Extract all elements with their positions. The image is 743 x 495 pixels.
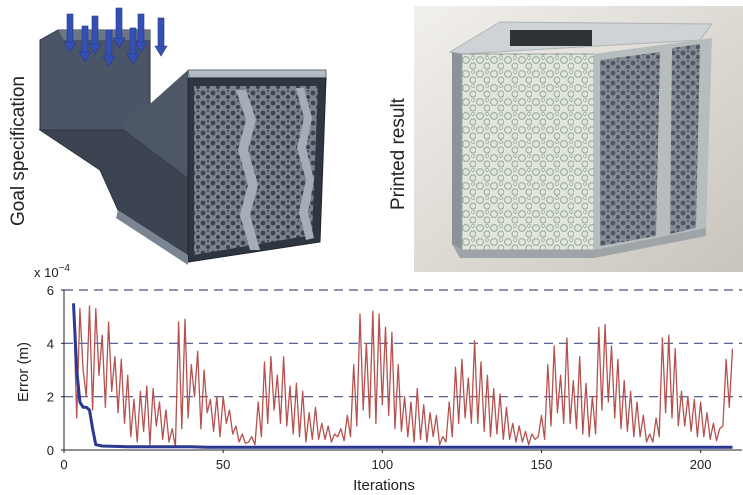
- printed-result-photo: [414, 6, 743, 272]
- series-line-1: [72, 305, 734, 448]
- y-tick-label-4: 4: [47, 336, 54, 351]
- y-tick-label-0: 0: [47, 443, 54, 458]
- y-multiplier-label: x 10−4: [34, 263, 70, 280]
- x-tick-label-200: 200: [690, 457, 712, 472]
- y-tick-label-6: 6: [47, 283, 54, 298]
- chart-grid: [64, 289, 742, 398]
- x-tick-label-100: 100: [371, 457, 393, 472]
- x-tick-label-0: 0: [60, 457, 67, 472]
- goal-specification-render: [38, 7, 327, 265]
- chart-series: [72, 303, 734, 449]
- y-axis-label: Error (m): [15, 342, 32, 402]
- series-line-0: [72, 303, 733, 449]
- chart-ticks: 0 2 4 6 0 50 100 150 200: [47, 283, 712, 472]
- x-tick-label-50: 50: [216, 457, 230, 472]
- y-tick-label-2: 2: [47, 390, 54, 405]
- x-axis-label: Iterations: [353, 477, 415, 494]
- x-tick-label-150: 150: [531, 457, 553, 472]
